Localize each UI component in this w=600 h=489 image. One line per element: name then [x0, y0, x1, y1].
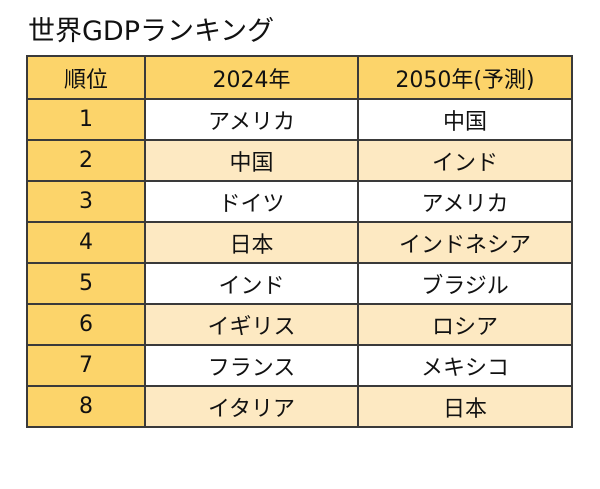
country-2050-cell: 日本 — [357, 385, 573, 428]
country-2024-cell: インド — [144, 262, 359, 305]
country-2050-cell: インド — [357, 139, 573, 182]
rank-cell: 1 — [26, 98, 146, 141]
rank-cell: 5 — [26, 262, 146, 305]
country-2024-cell: ドイツ — [144, 180, 359, 223]
country-2024-cell: 中国 — [144, 139, 359, 182]
header-2024: 2024年 — [144, 55, 359, 100]
country-2024-cell: アメリカ — [144, 98, 359, 141]
table-row: 1 アメリカ 中国 — [26, 98, 573, 141]
rank-cell: 2 — [26, 139, 146, 182]
table-row: 2 中国 インド — [26, 139, 573, 182]
country-2024-cell: 日本 — [144, 221, 359, 264]
gdp-ranking-table: 順位 2024年 2050年(予測) 1 アメリカ 中国 2 中国 インド 3 … — [26, 55, 573, 428]
country-2050-cell: 中国 — [357, 98, 573, 141]
country-2050-cell: ロシア — [357, 303, 573, 346]
table-row: 6 イギリス ロシア — [26, 303, 573, 346]
country-2024-cell: イギリス — [144, 303, 359, 346]
table-row: 5 インド ブラジル — [26, 262, 573, 305]
country-2050-cell: インドネシア — [357, 221, 573, 264]
table-row: 7 フランス メキシコ — [26, 344, 573, 387]
header-rank: 順位 — [26, 55, 146, 100]
rank-cell: 8 — [26, 385, 146, 428]
page-title: 世界GDPランキング — [28, 16, 275, 47]
country-2050-cell: アメリカ — [357, 180, 573, 223]
table-header-row: 順位 2024年 2050年(予測) — [26, 55, 573, 100]
country-2050-cell: メキシコ — [357, 344, 573, 387]
rank-cell: 7 — [26, 344, 146, 387]
country-2024-cell: フランス — [144, 344, 359, 387]
table-row: 8 イタリア 日本 — [26, 385, 573, 428]
table-row: 4 日本 インドネシア — [26, 221, 573, 264]
table-row: 3 ドイツ アメリカ — [26, 180, 573, 223]
header-2050: 2050年(予測) — [357, 55, 573, 100]
country-2024-cell: イタリア — [144, 385, 359, 428]
country-2050-cell: ブラジル — [357, 262, 573, 305]
rank-cell: 6 — [26, 303, 146, 346]
rank-cell: 4 — [26, 221, 146, 264]
rank-cell: 3 — [26, 180, 146, 223]
